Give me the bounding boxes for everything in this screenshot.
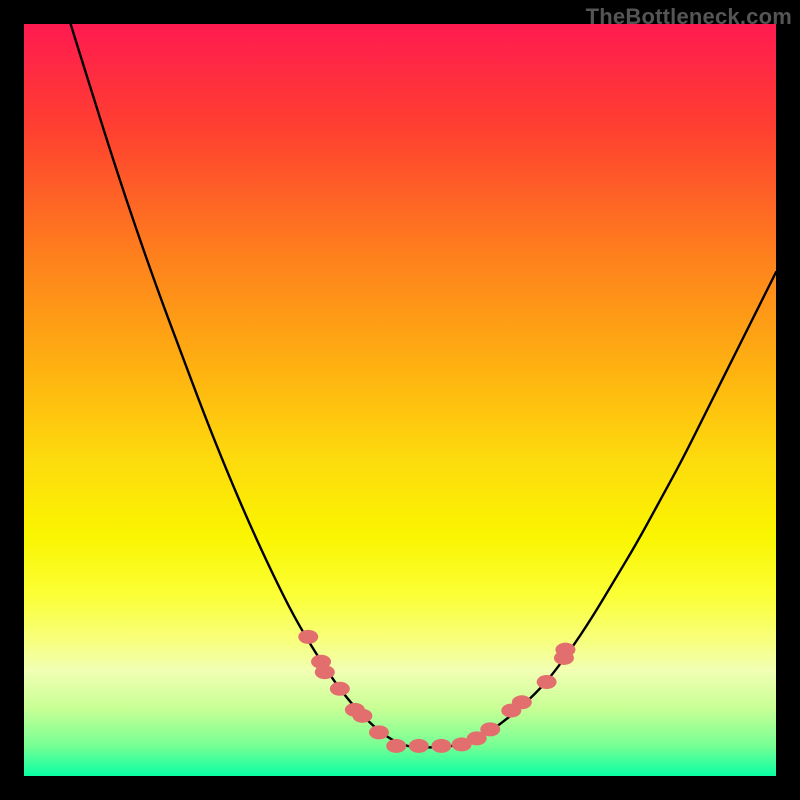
chart-svg xyxy=(0,0,800,800)
data-marker xyxy=(386,739,406,753)
data-marker xyxy=(555,643,575,657)
data-marker xyxy=(537,675,557,689)
data-marker xyxy=(315,665,335,679)
plot-area xyxy=(24,24,776,776)
data-marker xyxy=(431,739,451,753)
data-marker xyxy=(409,739,429,753)
data-marker xyxy=(512,695,532,709)
data-marker xyxy=(369,725,389,739)
data-marker xyxy=(298,630,318,644)
chart-frame: TheBottleneck.com xyxy=(0,0,800,800)
data-marker xyxy=(480,722,500,736)
data-marker xyxy=(352,709,372,723)
data-marker xyxy=(330,682,350,696)
watermark-text: TheBottleneck.com xyxy=(586,4,792,30)
